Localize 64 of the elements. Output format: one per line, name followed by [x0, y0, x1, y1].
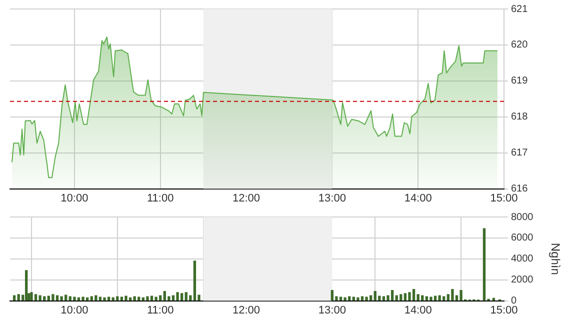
bar — [421, 295, 424, 301]
bar — [189, 295, 192, 301]
y-tick-label: 616 — [511, 184, 528, 195]
bar — [416, 294, 420, 301]
y-tick-label: 4000 — [511, 254, 534, 265]
bar — [30, 292, 33, 301]
bar — [430, 296, 432, 301]
x-tick-label: 11:00 — [146, 192, 174, 204]
x-tick-label: 13:00 — [318, 192, 346, 204]
x-tick-label: 14:00 — [404, 192, 432, 204]
x-tick-label: 14:00 — [404, 304, 432, 316]
bar — [451, 288, 454, 301]
x-tick-label: 11:00 — [146, 304, 174, 316]
bar — [94, 295, 98, 301]
bar — [390, 290, 394, 301]
x-tick-label: 13:00 — [318, 304, 346, 316]
y-tick-label: 618 — [511, 112, 528, 123]
bar — [154, 296, 158, 301]
bar — [193, 260, 196, 301]
bar — [52, 294, 54, 301]
bar — [356, 297, 360, 301]
y-tick-label: 6000 — [511, 232, 534, 244]
bar — [482, 228, 486, 301]
bar — [17, 294, 20, 301]
bar — [365, 296, 368, 301]
bar — [56, 295, 59, 301]
y-axis-title: Nghìn — [548, 242, 562, 275]
y-tick-label: 619 — [511, 76, 528, 87]
y-tick-label: 620 — [511, 40, 528, 51]
bar — [73, 296, 76, 301]
bar — [330, 290, 334, 301]
bar — [24, 270, 28, 301]
x-tick-label: 15:00 — [490, 304, 518, 316]
bar — [176, 292, 179, 301]
bar — [34, 294, 38, 301]
bar — [344, 297, 346, 301]
y-tick-label: 8000 — [511, 212, 534, 223]
bar — [38, 295, 42, 301]
bar — [60, 296, 63, 301]
bar — [184, 292, 188, 301]
bar — [412, 288, 416, 301]
bar — [124, 296, 128, 301]
bar — [460, 290, 462, 301]
y-tick-label: 621 — [511, 4, 528, 15]
bar — [404, 293, 407, 301]
y-tick-label: 617 — [511, 148, 528, 159]
bar — [146, 296, 149, 301]
y-tick-label: 2000 — [511, 274, 534, 286]
x-tick-label: 15:00 — [490, 192, 518, 204]
bar — [400, 294, 402, 301]
bar — [408, 292, 411, 301]
bar — [395, 295, 398, 301]
bar — [103, 297, 106, 301]
bar — [82, 296, 84, 301]
bar — [172, 295, 175, 301]
x-tick-label: 10:00 — [60, 304, 88, 316]
bar — [438, 295, 441, 301]
x-tick-label: 12:00 — [232, 192, 260, 204]
bar — [180, 293, 184, 301]
x-tick-label: 10:00 — [60, 192, 88, 204]
bar — [133, 296, 136, 301]
bar — [12, 295, 16, 301]
y-tick-label: 0 — [511, 296, 517, 307]
x-tick-label: 12:00 — [232, 304, 260, 316]
